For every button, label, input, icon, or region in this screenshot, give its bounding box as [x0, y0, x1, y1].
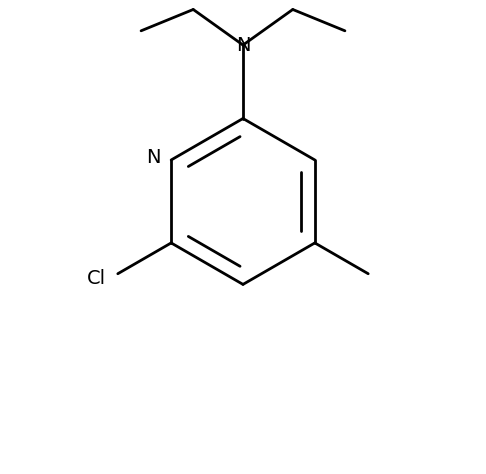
Text: N: N — [236, 36, 250, 55]
Text: Cl: Cl — [87, 269, 106, 288]
Text: N: N — [146, 148, 161, 167]
